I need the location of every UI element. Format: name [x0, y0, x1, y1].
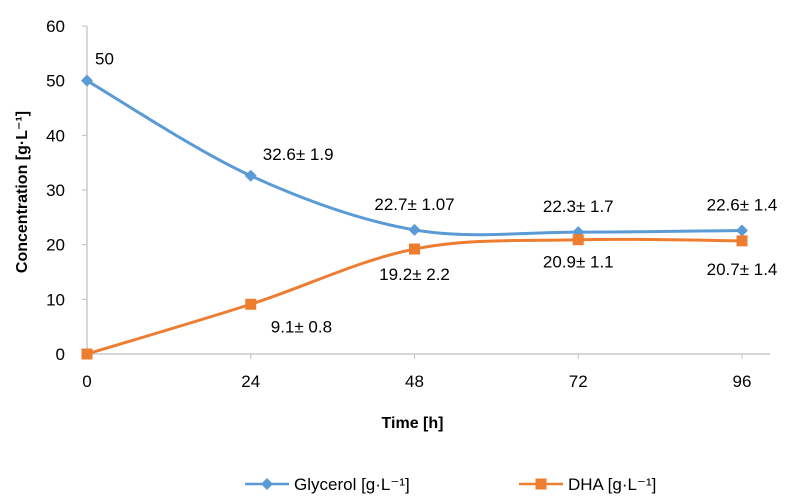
y-tick-label: 10 — [46, 290, 65, 309]
data-labels: 50 32.6± 1.9 22.7± 1.07 22.3± 1.7 22.6± 1.4 9… — [95, 50, 777, 337]
data-point-dha — [572, 234, 584, 246]
legend: Glycerol [g·L⁻¹] DHA [g·L⁻¹] — [245, 475, 656, 494]
legend-item-glycerol: Glycerol [g·L⁻¹] — [245, 475, 410, 494]
series — [81, 74, 748, 360]
data-label-dha: 20.7± 1.4 — [707, 260, 778, 279]
x-tick-label: 96 — [733, 372, 752, 391]
tick-labels: 0 10 20 30 40 50 60 0 24 48 72 96 — [46, 17, 751, 391]
x-axis-title: Time [h] — [382, 415, 444, 432]
y-tick-label: 0 — [56, 345, 65, 364]
x-tick-label: 0 — [82, 372, 91, 391]
y-tick-label: 30 — [46, 181, 65, 200]
legend-label-dha: DHA [g·L⁻¹] — [568, 475, 656, 494]
y-tick-label: 50 — [46, 72, 65, 91]
data-label-glycerol: 50 — [95, 50, 114, 69]
data-point-glycerol — [244, 169, 257, 182]
legend-marker-dha — [535, 478, 547, 490]
data-point-glycerol — [408, 223, 421, 236]
data-point-dha — [245, 298, 257, 310]
x-tick-label: 48 — [405, 372, 424, 391]
legend-item-dha: DHA [g·L⁻¹] — [519, 475, 656, 494]
x-tick-label: 72 — [569, 372, 588, 391]
data-label-glycerol: 32.6± 1.9 — [263, 145, 334, 164]
data-point-glycerol — [736, 224, 748, 237]
data-label-dha: 20.9± 1.1 — [543, 253, 614, 272]
data-point-dha — [409, 243, 420, 255]
legend-label-glycerol: Glycerol [g·L⁻¹] — [294, 475, 410, 494]
y-tick-label: 20 — [46, 236, 65, 255]
data-point-glycerol — [81, 74, 93, 87]
data-label-glycerol: 22.7± 1.07 — [374, 195, 454, 214]
x-tick-label: 24 — [241, 372, 260, 391]
y-tick-label: 60 — [46, 17, 65, 36]
axes — [86, 26, 770, 355]
y-axis-title: Concentration [g·L⁻¹] — [14, 111, 31, 273]
series-line-dha — [86, 237, 743, 356]
legend-marker-glycerol — [261, 478, 273, 490]
data-point-dha — [736, 235, 748, 247]
data-label-dha: 9.1± 0.8 — [271, 317, 332, 336]
data-point-dha — [81, 348, 93, 360]
data-label-glycerol: 22.3± 1.7 — [543, 197, 614, 216]
data-label-glycerol: 22.6± 1.4 — [707, 195, 778, 214]
data-label-dha: 19.2± 2.2 — [379, 265, 450, 284]
y-tick-label: 40 — [46, 126, 65, 145]
